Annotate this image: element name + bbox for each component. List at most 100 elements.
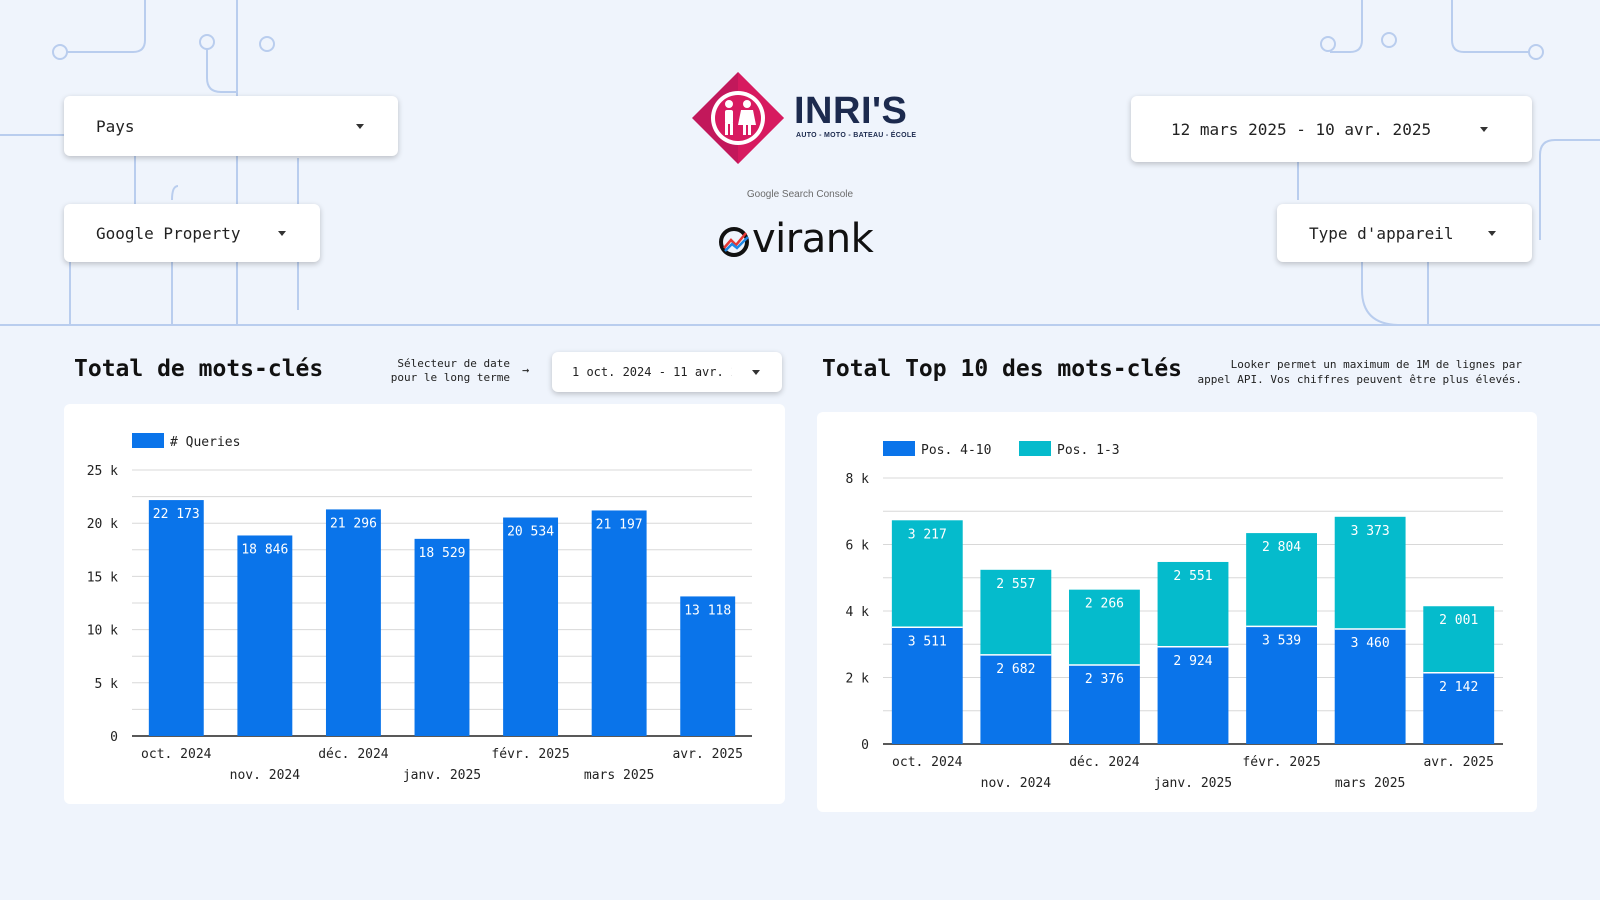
x-tick-label: mars 2025 <box>1335 776 1405 791</box>
caret-down-icon <box>1488 230 1496 236</box>
caret-down-icon <box>356 123 364 129</box>
agency-logo: virank <box>716 216 896 266</box>
keywords-total-title: Total de mots-clés <box>74 356 324 382</box>
top10-keywords-title: Total Top 10 des mots-clés <box>822 356 1183 382</box>
country-dropdown[interactable]: Pays <box>64 96 398 156</box>
y-tick-label: 0 <box>110 730 118 745</box>
bar-data-label: 2 551 <box>1173 569 1212 584</box>
y-tick-label: 8 k <box>846 472 870 487</box>
bar <box>1157 561 1229 647</box>
x-tick-label: févr. 2025 <box>1242 755 1320 770</box>
legend-swatch <box>132 433 164 448</box>
caret-down-icon <box>752 369 760 375</box>
x-tick-label: déc. 2024 <box>1069 755 1140 770</box>
y-tick-label: 2 k <box>846 672 870 687</box>
api-limit-note: Looker permet un maximum de 1M de lignes… <box>1150 357 1522 387</box>
long-term-date-picker[interactable]: 1 oct. 2024 - 11 avr. 2025 <box>552 352 782 392</box>
x-tick-label: oct. 2024 <box>892 755 963 770</box>
bar-data-label: 2 804 <box>1262 540 1301 555</box>
bar <box>1334 516 1406 629</box>
client-tagline: AUTO - MOTO - BATEAU - ÉCOLE <box>796 132 917 139</box>
bar <box>414 538 470 736</box>
y-tick-label: 6 k <box>846 539 870 554</box>
client-name: INRI'S <box>794 90 908 132</box>
bar-data-label: 2 682 <box>996 662 1035 677</box>
bar-data-label: 21 296 <box>330 516 377 531</box>
keywords-chart-card: 0 5 k 10 k 15 k 20 k 25 k 22 173 oct. 2024 18 84… <box>64 404 785 804</box>
bar <box>1069 664 1140 744</box>
bar <box>1246 533 1317 627</box>
bar <box>891 520 963 628</box>
bar-data-label: 13 118 <box>684 603 731 618</box>
bar-data-label: 2 001 <box>1439 613 1478 628</box>
bar-data-label: 3 511 <box>908 634 947 649</box>
bar-data-label: 3 539 <box>1262 633 1301 648</box>
x-tick-label: oct. 2024 <box>141 747 212 762</box>
bar-data-label: 2 924 <box>1173 654 1212 669</box>
date-range-value: 12 mars 2025 - 10 avr. 2025 <box>1171 119 1432 139</box>
x-tick-label: nov. 2024 <box>981 776 1052 791</box>
y-tick-label: 20 k <box>87 517 118 532</box>
y-tick-label: 5 k <box>95 677 119 692</box>
country-dropdown-label: Pays <box>96 116 135 136</box>
bar-data-label: 18 529 <box>419 546 466 561</box>
y-tick-label: 0 <box>861 738 869 753</box>
bar-data-label: 3 460 <box>1351 636 1390 651</box>
google-property-dropdown-label: Google Property <box>96 223 241 243</box>
ovirank-logo-icon <box>719 227 749 257</box>
bar <box>1069 589 1140 665</box>
bar-data-label: 2 557 <box>996 577 1035 592</box>
bar <box>591 510 647 736</box>
bar <box>680 596 736 736</box>
bar-data-label: 20 534 <box>507 525 554 540</box>
caret-down-icon <box>1480 126 1488 132</box>
keywords-bar-chart: 0 5 k 10 k 15 k 20 k 25 k 22 173 oct. 2024 18 84… <box>87 433 752 783</box>
client-logo: INRI'S AUTO - MOTO - BATEAU - ÉCOLE <box>690 70 916 166</box>
google-property-dropdown[interactable]: Google Property <box>64 204 320 262</box>
top10-chart-card: 0 2 k 4 k 6 k 8 k 3 511 3 217 oct. 2024 2 682 2 5… <box>817 412 1537 812</box>
x-tick-label: déc. 2024 <box>318 747 389 762</box>
long-term-label-line1: Sélecteur de date <box>397 357 510 370</box>
bar <box>891 627 963 744</box>
legend-swatch <box>883 441 915 456</box>
bar <box>980 654 1052 744</box>
legend-label: # Queries <box>170 435 240 450</box>
long-term-label-line2: pour le long terme <box>390 371 510 384</box>
y-tick-label: 15 k <box>87 570 118 585</box>
x-tick-label: mars 2025 <box>584 768 654 783</box>
long-term-date-label: Sélecteur de date pour le long terme <box>372 357 510 385</box>
bar <box>148 500 204 736</box>
bar <box>325 509 381 736</box>
bar-data-label: 21 197 <box>596 517 643 532</box>
search-console-label: Google Search Console <box>746 189 854 200</box>
inris-logo-icon <box>692 72 784 164</box>
bar-data-label: 18 846 <box>241 542 288 557</box>
date-range-picker[interactable]: 12 mars 2025 - 10 avr. 2025 <box>1131 96 1532 162</box>
legend-label: Pos. 1-3 <box>1057 443 1120 458</box>
long-term-date-value: 1 oct. 2024 - 11 avr. 2025 <box>572 365 732 379</box>
x-tick-label: janv. 2025 <box>403 768 481 783</box>
bar <box>1334 628 1406 744</box>
bar <box>503 517 559 736</box>
bar <box>980 569 1052 655</box>
x-tick-label: avr. 2025 <box>1423 755 1493 770</box>
api-note-line2: appel API. Vos chiffres peuvent être plu… <box>1197 373 1522 386</box>
agency-name: virank <box>752 216 874 262</box>
bar <box>237 535 293 736</box>
arrow-right-icon: → <box>522 363 530 377</box>
caret-down-icon <box>278 230 286 236</box>
bar <box>1423 606 1495 673</box>
y-tick-label: 4 k <box>846 605 870 620</box>
bar-data-label: 3 373 <box>1351 524 1390 539</box>
x-tick-label: avr. 2025 <box>672 747 742 762</box>
x-tick-label: févr. 2025 <box>491 747 569 762</box>
x-tick-label: janv. 2025 <box>1154 776 1232 791</box>
bar <box>1246 626 1317 744</box>
bar-data-label: 2 266 <box>1085 597 1124 612</box>
device-type-dropdown[interactable]: Type d'appareil <box>1277 204 1532 262</box>
api-note-line1: Looker permet un maximum de 1M de lignes… <box>1230 358 1522 371</box>
bar-data-label: 3 217 <box>908 527 947 542</box>
legend-label: Pos. 4-10 <box>921 443 991 458</box>
bar <box>1423 672 1495 744</box>
top10-stacked-bar-chart: 0 2 k 4 k 6 k 8 k 3 511 3 217 oct. 2024 2 682 2 5… <box>846 441 1503 791</box>
